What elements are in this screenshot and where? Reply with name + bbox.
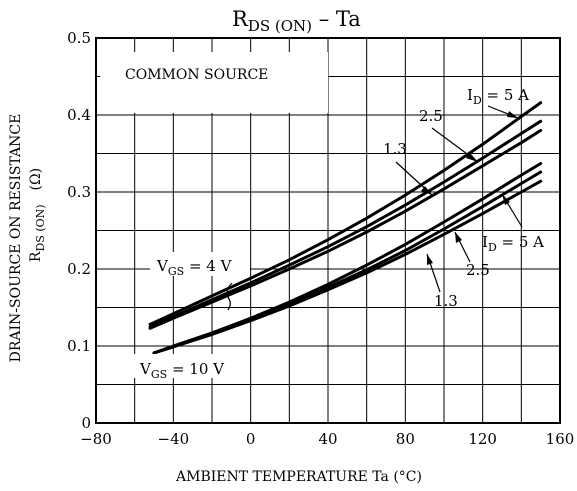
arrow-id25-top: [466, 153, 478, 162]
label-vgs4-main: V: [156, 257, 169, 275]
vgs10-label-bg: [134, 354, 246, 378]
y-axis-label: DRAIN-SOURCE ON RESISTANCE: [8, 114, 24, 363]
label-id25-top: 2.5: [419, 107, 443, 125]
series-line: [148, 128, 543, 330]
x-axis-label: AMBIENT TEMPERATURE Ta (°C): [175, 469, 422, 485]
label-vgs10-sub: GS: [151, 368, 167, 381]
label-vgs10-main: V: [139, 360, 152, 378]
vgs4-label-bg: [150, 252, 250, 276]
x-tick-label: 0: [246, 430, 256, 448]
arrow-id5-bot: [502, 194, 510, 205]
chart-title-rest: – Ta: [312, 7, 361, 31]
y-tick-label: 0.2: [67, 260, 91, 278]
x-tick-label: 80: [396, 430, 415, 448]
arrow-id5-top: [507, 111, 518, 118]
series-line: [148, 101, 543, 326]
y-axis-label-unit: (Ω): [28, 168, 44, 191]
annotation-box-bg: [100, 52, 328, 113]
series-line: [152, 179, 543, 355]
label-vgs4-rest: = 4 V: [184, 257, 232, 275]
chart-title: RDS (ON) – Ta: [232, 7, 361, 35]
y-tick-label: 0.4: [67, 106, 91, 124]
y-tick-label: 0.3: [67, 183, 91, 201]
y-axis-label-sub: DS (ON): [34, 204, 47, 251]
label-id5-bot-sub: D: [488, 241, 497, 254]
arrow-id13-bot: [427, 254, 433, 265]
label-id13-bot: 1.3: [434, 292, 458, 310]
y-tick-label: 0: [81, 414, 91, 432]
x-tick-label: −80: [80, 430, 112, 448]
label-id25-bot: 2.5: [466, 261, 490, 279]
arrow-id13-top: [421, 186, 432, 195]
y-axis-label-line2: RDS (ON) (Ω): [28, 168, 47, 262]
label-id5-top-main: I: [467, 86, 473, 104]
label-vgs4: VGS = 4 V: [156, 257, 233, 278]
arrow-id25-bot: [455, 232, 462, 243]
series-line: [148, 119, 543, 329]
label-id5-bot-rest: = 5 A: [497, 233, 544, 251]
y-tick-label: 0.1: [67, 337, 91, 355]
x-tick-label: 160: [546, 430, 575, 448]
label-id5-top-rest: = 5 A: [482, 86, 529, 104]
x-tick-label: 40: [318, 430, 337, 448]
label-id5-top: ID = 5 A: [467, 86, 529, 107]
tick-labels: −80 −40 0 40 80 120 160 0 0.1 0.2 0.3 0.4 0.5: [67, 29, 574, 448]
label-id5-bot-main: I: [482, 233, 488, 251]
label-vgs10-rest: = 10 V: [167, 360, 225, 378]
x-tick-label: −40: [158, 430, 190, 448]
x-tick-label: 120: [468, 430, 497, 448]
label-id5-bot: ID = 5 A: [482, 233, 544, 254]
vgs4-bracket: [226, 282, 233, 311]
label-id13-top: 1.3: [383, 140, 407, 158]
label-vgs4-sub: GS: [168, 265, 184, 278]
y-tick-label: 0.5: [67, 29, 91, 47]
y-axis-label-r: R: [28, 251, 44, 262]
common-source-label: COMMON SOURCE: [125, 67, 268, 83]
chart-title-main: R: [232, 7, 249, 31]
plot-frame: [95, 37, 561, 424]
label-vgs10: VGS = 10 V: [139, 360, 225, 381]
curves: [148, 101, 543, 355]
label-id5-top-sub: D: [473, 94, 482, 107]
chart-title-sub: DS (ON): [248, 17, 312, 35]
